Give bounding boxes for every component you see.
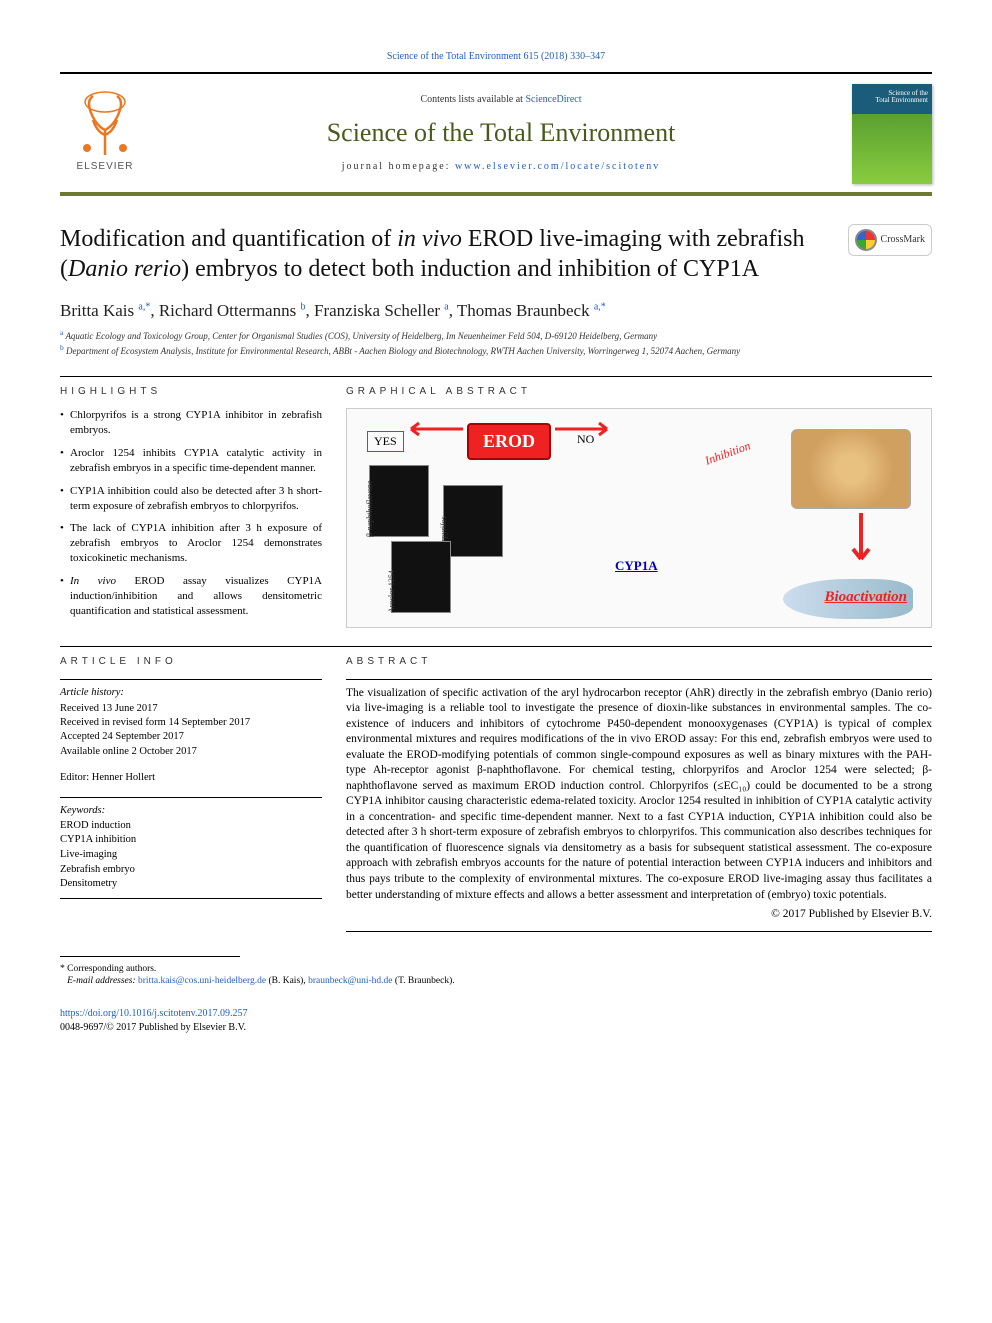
article-history-head: Article history: <box>60 686 322 700</box>
article-info-block: Article history: Received 13 June 2017 R… <box>60 686 322 899</box>
email-link-2[interactable]: braunbeck@uni-hd.de <box>308 976 392 986</box>
ga-arrow-right-icon <box>547 417 617 441</box>
keyword-item: EROD induction <box>60 819 322 834</box>
online-date: Available online 2 October 2017 <box>60 745 322 759</box>
keyword-item: CYP1A inhibition <box>60 833 322 848</box>
revised-date: Received in revised form 14 September 20… <box>60 716 322 730</box>
keywords-head: Keywords: <box>60 804 322 819</box>
journal-cover-thumbnail: Science of theTotal Environment <box>852 84 932 184</box>
ga-yes-label: YES <box>367 431 404 451</box>
copyright-line: © 2017 Published by Elsevier B.V. <box>346 907 932 923</box>
highlight-item: Chlorpyrifos is a strong CYP1A inhibitor… <box>60 408 322 438</box>
ga-thumb-3 <box>391 541 451 613</box>
ga-erod-label: EROD <box>467 423 551 459</box>
section-rule-1 <box>60 376 932 377</box>
ga-cells-graphic <box>791 429 911 509</box>
email-link-1[interactable]: britta.kais@cos.uni-heidelberg.de <box>138 976 266 986</box>
contents-line: Contents lists available at ScienceDirec… <box>166 93 836 107</box>
article-title: Modification and quantification of in vi… <box>60 224 832 284</box>
editor-name: Henner Hollert <box>92 772 155 783</box>
graphical-abstract-figure: EROD YES NO β-naphthoflavone Chlorpyrifo… <box>346 408 932 628</box>
keyword-item: Live-imaging <box>60 848 322 863</box>
abstract-rule <box>346 679 932 680</box>
journal-homepage-link[interactable]: www.elsevier.com/locate/scitotenv <box>455 161 660 172</box>
doi-link[interactable]: https://doi.org/10.1016/j.scitotenv.2017… <box>60 1008 248 1019</box>
graphical-abstract-heading: GRAPHICAL ABSTRACT <box>346 385 932 399</box>
highlight-item: Aroclor 1254 inhibits CYP1A catalytic ac… <box>60 446 322 476</box>
keywords-rule <box>60 797 322 798</box>
accepted-date: Accepted 24 September 2017 <box>60 730 322 744</box>
ga-thumb-2 <box>443 485 503 557</box>
highlights-list: Chlorpyrifos is a strong CYP1A inhibitor… <box>60 408 322 618</box>
ga-inhibition-label: Inhibition <box>702 438 752 469</box>
editor-label: Editor: <box>60 772 92 783</box>
top-citation[interactable]: Science of the Total Environment 615 (20… <box>60 50 932 64</box>
corresponding-authors-note: * Corresponding authors. E-mail addresse… <box>60 963 932 988</box>
ga-thumb-3-label: Aroclor 1254 <box>387 570 398 613</box>
ga-arrow-left-icon <box>403 417 473 441</box>
homepage-line: journal homepage: www.elsevier.com/locat… <box>166 160 836 174</box>
info-rule <box>60 679 322 680</box>
author-list: Britta Kais a,*, Richard Ottermanns b, F… <box>60 300 932 323</box>
received-date: Received 13 June 2017 <box>60 702 322 716</box>
highlight-item: In vivo EROD assay visualizes CYP1A indu… <box>60 574 322 619</box>
highlight-item: CYP1A inhibition could also be detected … <box>60 484 322 514</box>
ga-thumb-1-label: β-naphthoflavone <box>365 481 376 538</box>
footnote-rule <box>60 956 240 957</box>
journal-name: Science of the Total Environment <box>166 115 836 150</box>
doi-block: https://doi.org/10.1016/j.scitotenv.2017… <box>60 1007 932 1034</box>
ga-arrow-down-icon <box>841 509 881 569</box>
abstract-end-rule <box>346 931 932 932</box>
elsevier-logo: ELSEVIER <box>60 84 150 174</box>
highlight-item: The lack of CYP1A inhibition after 3 h e… <box>60 521 322 566</box>
sciencedirect-link[interactable]: ScienceDirect <box>525 94 581 105</box>
crossmark-badge[interactable]: CrossMark <box>848 224 932 256</box>
affiliations: a Aquatic Ecology and Toxicology Group, … <box>60 328 932 357</box>
section-rule-2 <box>60 646 932 647</box>
highlights-heading: HIGHLIGHTS <box>60 385 322 399</box>
abstract-heading: ABSTRACT <box>346 655 932 669</box>
journal-header: ELSEVIER Contents lists available at Sci… <box>60 74 932 196</box>
ga-bioactivation-label: Bioactivation <box>825 587 908 607</box>
keywords-list: EROD inductionCYP1A inhibitionLive-imagi… <box>60 819 322 892</box>
elsevier-logo-text: ELSEVIER <box>77 160 134 174</box>
abstract-body: The visualization of specific activation… <box>346 686 932 923</box>
keywords-end-rule <box>60 898 322 899</box>
keyword-item: Densitometry <box>60 877 322 892</box>
ga-cyp1a-label: CYP1A <box>615 557 658 575</box>
ga-thumb-1 <box>369 465 429 537</box>
crossmark-label: CrossMark <box>881 233 925 247</box>
issn-line: 0048-9697/© 2017 Published by Elsevier B… <box>60 1022 246 1033</box>
article-info-heading: ARTICLE INFO <box>60 655 322 669</box>
keyword-item: Zebrafish embryo <box>60 863 322 878</box>
crossmark-icon <box>855 229 877 251</box>
elsevier-tree-icon <box>65 90 145 160</box>
